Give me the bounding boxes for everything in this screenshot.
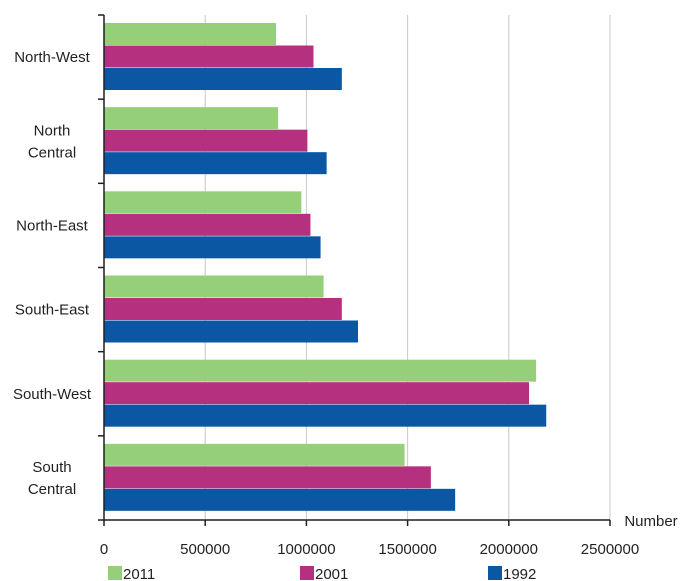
bar-2001-4 bbox=[104, 382, 530, 405]
category-label: North Central bbox=[28, 122, 76, 161]
category-label: North-East bbox=[16, 217, 89, 234]
bar-2001-0 bbox=[104, 45, 314, 68]
bar-1992-1 bbox=[104, 152, 327, 175]
grid-lines bbox=[204, 15, 611, 520]
x-tick-label: 0 bbox=[100, 541, 108, 558]
bar-1992-5 bbox=[104, 488, 456, 511]
bar-2011-3 bbox=[104, 275, 324, 298]
bar-2011-1 bbox=[104, 107, 279, 130]
legend-swatch-2011 bbox=[108, 566, 122, 580]
bar-2001-1 bbox=[104, 129, 308, 152]
bar-1992-2 bbox=[104, 236, 321, 259]
bar-2001-2 bbox=[104, 213, 311, 236]
legend-swatch-2001 bbox=[300, 566, 314, 580]
bar-2001-5 bbox=[104, 466, 431, 489]
bar-1992-0 bbox=[104, 68, 342, 90]
legend: 2011 2001 1992 bbox=[108, 566, 536, 581]
x-tick-label: 2500000 bbox=[581, 541, 639, 558]
bar-2011-0 bbox=[104, 23, 277, 45]
bar-1992-4 bbox=[104, 404, 547, 427]
bar-1992-3 bbox=[104, 320, 359, 343]
bar-2011-4 bbox=[104, 359, 537, 382]
x-tick-label: 2000000 bbox=[480, 541, 538, 558]
axes bbox=[98, 14, 611, 526]
legend-label-2011: 2011 bbox=[123, 566, 155, 581]
category-label: South-West bbox=[13, 386, 92, 403]
bar-2011-5 bbox=[104, 443, 405, 466]
bar-2011-2 bbox=[104, 191, 302, 214]
bars bbox=[104, 23, 547, 511]
bar-2001-3 bbox=[104, 298, 342, 320]
x-axis-title: Number bbox=[624, 513, 677, 530]
x-tick-label: 500000 bbox=[180, 541, 230, 558]
x-tick-label: 1000000 bbox=[277, 541, 335, 558]
category-label: South-East bbox=[15, 302, 90, 319]
x-tick-labels: 0 500000 1000000 1500000 2000000 2500000 bbox=[100, 541, 639, 558]
legend-label-2001: 2001 bbox=[315, 566, 348, 581]
category-labels: North-West North Central North-East South-Ea… bbox=[13, 49, 92, 498]
legend-label-1992: 1992 bbox=[503, 566, 536, 581]
category-label: South Central bbox=[28, 459, 76, 498]
legend-swatch-1992 bbox=[488, 566, 502, 580]
category-label: North-West bbox=[14, 49, 90, 66]
x-tick-label: 1500000 bbox=[378, 541, 436, 558]
